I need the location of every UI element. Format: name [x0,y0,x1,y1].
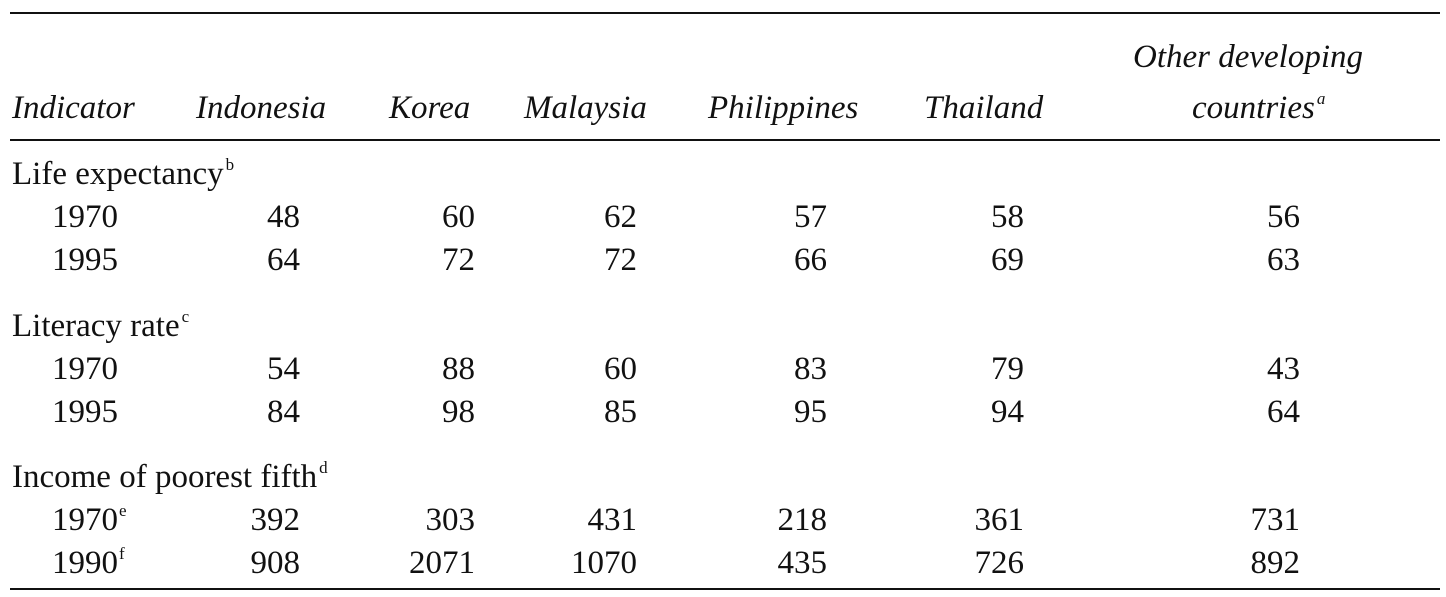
cell-value: 98 [442,394,475,430]
cell-value: 2071 [409,545,475,581]
header-indicator: Indicator [12,90,135,126]
row-year: 1995 [52,394,118,430]
cell-value: 84 [267,394,300,430]
header-philippines: Philippines [708,90,859,126]
header-indonesia: Indonesia [196,90,327,126]
cell-value: 1070 [571,545,637,581]
section-income-poorest-fifth: Income of poorest fifth d [12,458,328,495]
cell-value: 60 [604,351,637,387]
cell-value: 64 [1267,394,1300,430]
cell-value: 43 [1267,351,1300,387]
footnote-marker: d [319,458,328,477]
cell-value: 731 [1250,502,1301,538]
cell-value: 56 [1267,199,1300,235]
row-year: 1970 [52,199,118,235]
footnote-marker: c [181,307,190,326]
cell-value: 303 [425,502,476,538]
cell-value: 64 [267,242,300,278]
cell-value: 60 [442,199,475,235]
cell-value: 361 [974,502,1025,538]
cell-value: 726 [974,545,1025,581]
header-malaysia: Malaysia [524,90,647,126]
row-year: 1970 [52,351,118,387]
cell-value: 95 [794,394,827,430]
cell-value: 79 [991,351,1024,387]
cell-value: 63 [1267,242,1300,278]
cell-value: 94 [991,394,1024,430]
footnote-marker: b [225,155,235,174]
cell-value: 431 [587,502,638,538]
bottom-rule [10,588,1440,590]
cell-value: 908 [250,545,301,581]
cell-value: 88 [442,351,475,387]
cell-value: 85 [604,394,637,430]
cell-value: 72 [604,242,637,278]
header-other-line2: countries a [1192,89,1326,126]
top-rule [10,12,1440,14]
cell-value: 72 [442,242,475,278]
cell-value: 58 [991,199,1024,235]
cell-value: 54 [267,351,300,387]
cell-value: 48 [267,199,300,235]
cell-value: 435 [777,545,828,581]
header-korea: Korea [389,90,471,126]
header-thailand: Thailand [924,90,1044,126]
header-other-line1: Other developing [1133,39,1364,75]
cell-value: 218 [777,502,828,538]
section-life-expectancy: Life expectancy b [12,155,235,192]
cell-value: 892 [1250,545,1301,581]
cell-value: 392 [250,502,301,538]
cell-value: 69 [991,242,1024,278]
row-year: 1995 [52,242,118,278]
section-literacy-rate: Literacy rate c [12,307,190,344]
row-year: 1990f [52,544,125,581]
footnote-marker: a [1316,89,1326,108]
cell-value: 66 [794,242,827,278]
header-rule [10,139,1440,141]
cell-value: 62 [604,199,637,235]
cell-value: 57 [794,199,827,235]
cell-value: 83 [794,351,827,387]
row-year: 1970e [52,501,127,538]
